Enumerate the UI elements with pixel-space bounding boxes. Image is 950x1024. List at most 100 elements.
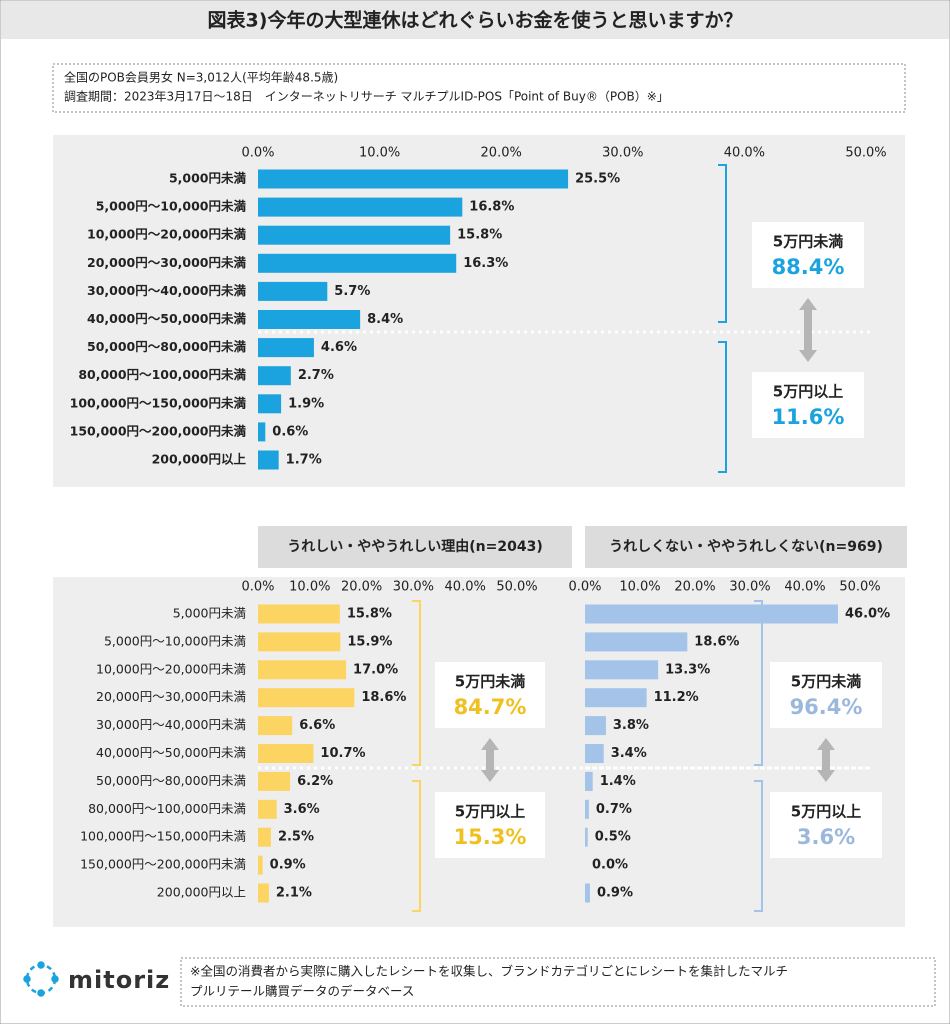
bracket [718,341,727,473]
category-label: 80,000円～100,000円未満 [78,367,246,382]
value-label: 0.7% [596,802,632,817]
category-label: 80,000円～100,000円未満 [88,801,246,816]
value-label: 11.2% [654,690,699,705]
bar [258,771,291,791]
x-tick-label: 10.0% [289,580,330,595]
page-title: 図表3)今年の大型連休はどれぐらいお金を使うと思いますか？ [208,9,743,32]
x-tick-label: 0.0% [568,580,601,595]
value-label: 1.9% [288,396,324,411]
summary-label: 5万円未満 [791,673,861,691]
bar [258,604,340,624]
summary-box [770,792,882,858]
value-label: 3.6% [284,802,320,817]
value-label: 0.5% [595,830,631,845]
bar [258,855,263,875]
category-label: 100,000円～150,000円未満 [70,395,247,410]
category-label: 30,000円～40,000円未満 [96,717,246,732]
subtitle-box [258,526,572,568]
value-label: 16.8% [469,200,514,215]
summary-box [752,372,864,438]
x-tick-label: 30.0% [393,580,434,595]
note-box [52,63,906,113]
bar [258,197,463,217]
bar [258,688,355,708]
bar [258,883,269,903]
logo: mitoriz [68,966,170,994]
summary-label: 5万円未満 [773,233,843,251]
bar [258,225,451,245]
category-label: 200,000円以上 [157,885,246,900]
x-tick-label: 40.0% [724,146,765,161]
chart-subtitle: うれしくない・ややうれしくない(n=969) [609,539,883,555]
summary-value: 88.4% [772,255,845,279]
summary-box [435,662,545,728]
category-label: 50,000円～80,000円未満 [87,339,246,354]
summary-label: 5万円以上 [773,383,843,401]
value-label: 46.0% [845,607,890,622]
value-label: 1.7% [286,453,322,468]
bar [585,632,688,652]
bar [258,450,279,470]
value-label: 0.6% [272,424,308,439]
x-tick-label: 50.0% [839,580,880,595]
bar [258,253,457,273]
category-label: 200,000円以上 [152,452,247,467]
category-label: 5,000円～10,000円未満 [104,633,246,648]
title-bar [1,1,949,39]
bar [585,660,659,680]
x-tick-label: 20.0% [481,146,522,161]
summary-box [752,222,864,288]
summary-label: 5万円以上 [791,803,861,821]
category-label: 40,000円～50,000円未満 [96,745,246,760]
summary-value: 84.7% [454,695,527,719]
value-label: 2.7% [298,368,334,383]
bar [258,366,291,386]
x-tick-label: 10.0% [359,146,400,161]
category-label: 150,000円～200,000円未満 [80,857,246,872]
bar [258,632,341,652]
x-tick-label: 50.0% [845,146,886,161]
note: 全国のPOB会員男女 N=3,012人(平均年齢48.5歳) [64,70,338,85]
category-label: 20,000円～30,000円未満 [96,689,246,704]
arrow [817,738,835,782]
summary-value: 11.6% [772,405,845,429]
category-label: 20,000円～30,000円未満 [87,255,246,270]
value-label: 4.6% [321,340,357,355]
value-label: 1.4% [600,774,636,789]
x-tick-label: 0.0% [241,580,274,595]
bar [258,660,347,680]
logo-icon [23,961,59,997]
value-label: 0.9% [270,858,306,873]
bar [258,338,314,358]
x-tick-label: 50.0% [496,580,537,595]
x-tick-label: 10.0% [619,580,660,595]
category-label: 5,000円未満 [173,606,246,621]
category-label: 150,000円～200,000円未満 [70,423,247,438]
category-label: 5,000円～10,000円未満 [96,199,247,214]
x-tick-label: 20.0% [341,580,382,595]
bracket [412,780,421,912]
bar [258,169,569,189]
bar [585,883,590,903]
footer-box [180,957,936,1007]
bar [258,716,293,736]
bar [585,799,589,819]
bar [258,827,271,847]
x-tick-label: 30.0% [602,146,643,161]
value-label: 0.0% [592,858,628,873]
value-label: 18.6% [361,690,406,705]
category-label: 5,000円未満 [169,171,247,186]
x-tick-label: 40.0% [445,580,486,595]
x-tick-label: 20.0% [674,580,715,595]
value-label: 8.4% [367,312,403,327]
summary-value: 3.6% [797,825,855,849]
x-tick-label: 40.0% [784,580,825,595]
bar [585,771,593,791]
x-tick-label: 0.0% [241,146,274,161]
value-label: 15.8% [457,228,502,243]
summary-value: 15.3% [454,825,527,849]
value-label: 18.6% [694,634,739,649]
bar [585,688,647,708]
note: 調査期間：2023年3月17日～18日 インターネットリサーチ マルチプルID-… [64,90,669,104]
